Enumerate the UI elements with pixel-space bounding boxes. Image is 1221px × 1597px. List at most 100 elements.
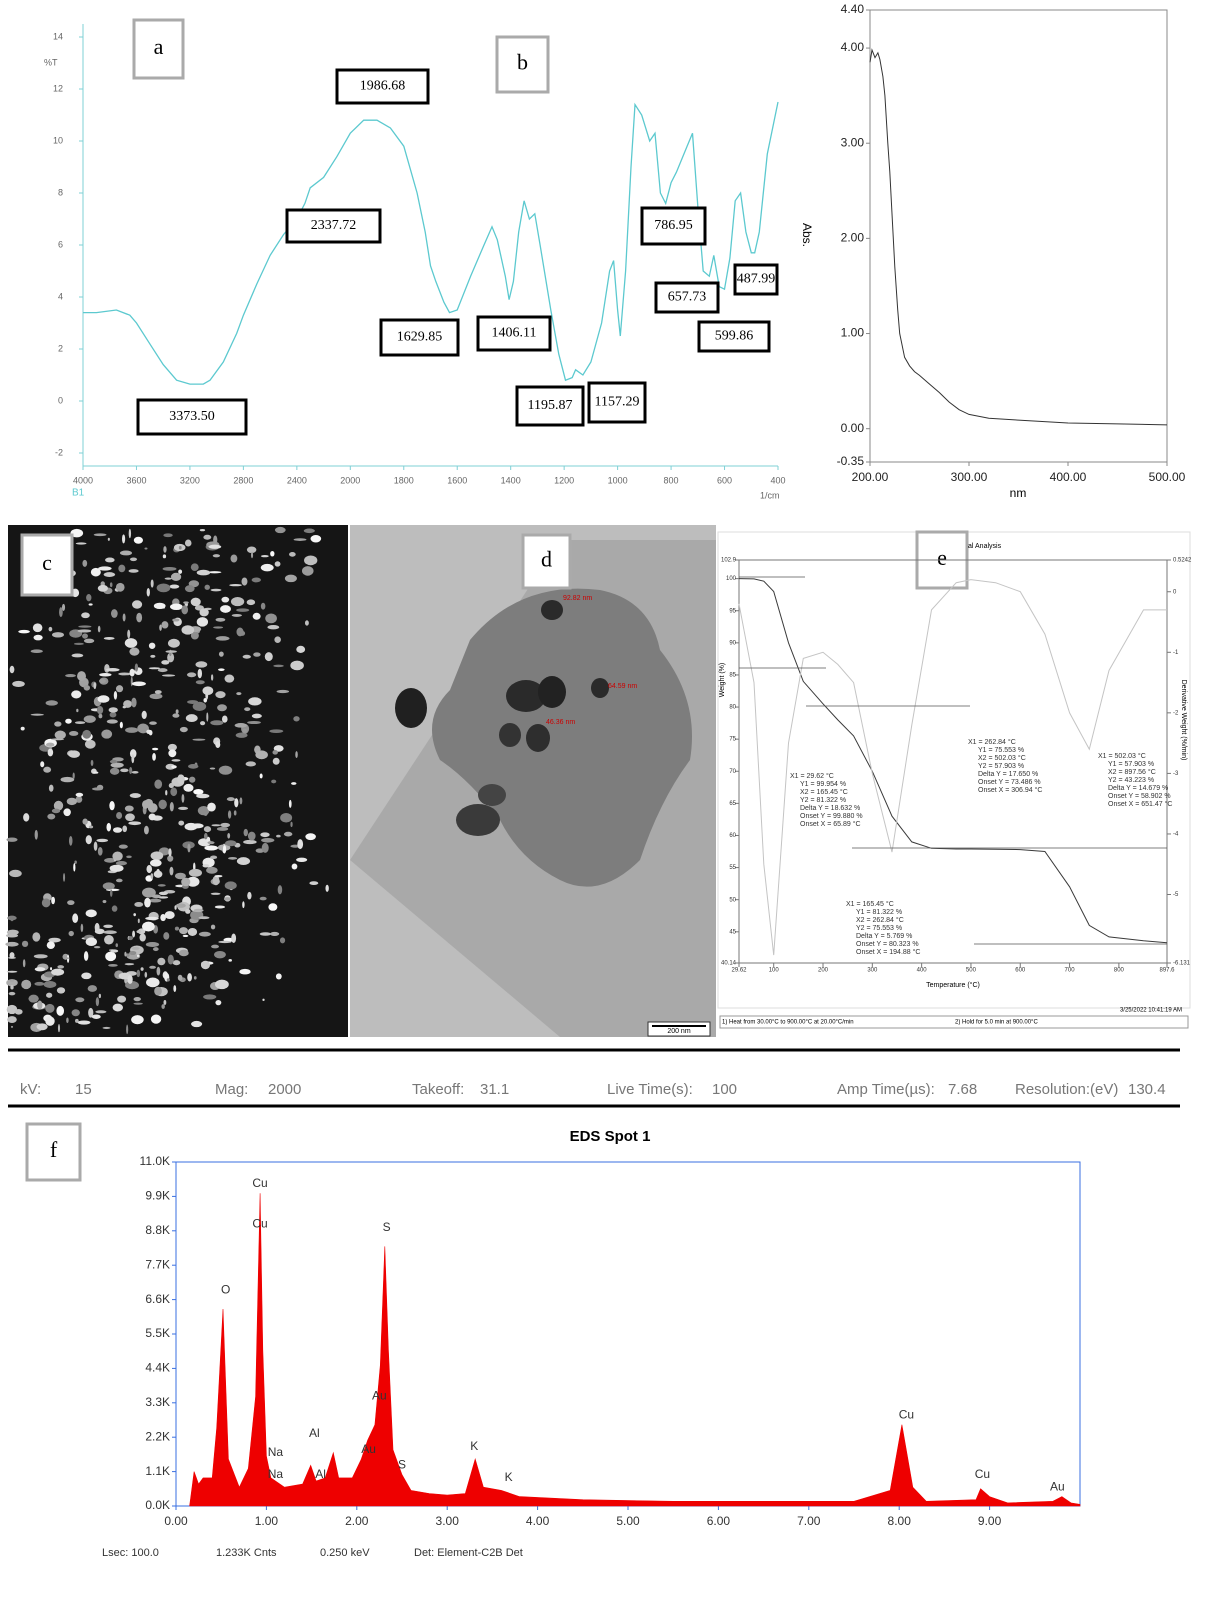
sem-particle [270, 551, 274, 557]
y-tick-label: 45 [729, 929, 736, 935]
sem-particle [253, 613, 261, 620]
sem-particle [74, 643, 84, 645]
sem-particle [37, 1023, 48, 1030]
x-tick-label: 500.00 [1149, 470, 1186, 484]
peak-label: Cu [252, 1217, 267, 1231]
sem-particle [72, 1009, 80, 1016]
sem-particle [211, 893, 221, 895]
sem-particle [215, 980, 229, 990]
x-tick-label: 400 [917, 968, 928, 974]
sem-particle [235, 723, 247, 728]
y-tick-label: 102.9 [721, 558, 737, 564]
sem-particle [195, 661, 207, 667]
sem-particle [86, 835, 92, 844]
y-tick-label: 3.3K [145, 1395, 170, 1409]
peak-label: Na [268, 1445, 284, 1459]
sem-particle [10, 985, 13, 990]
sem-particle [240, 631, 246, 636]
sem-particle [203, 994, 216, 999]
sem-particle [28, 995, 38, 1003]
sem-particle [5, 942, 18, 947]
sem-particle [165, 790, 167, 795]
sem-particle [112, 852, 122, 861]
timestamp: 3/25/2022 10:41:19 AM [1120, 1008, 1182, 1014]
sem-particle [203, 535, 211, 540]
annotation: 2337.72 [311, 218, 357, 233]
sem-particle [179, 546, 182, 550]
header-label: Amp Time(µs): [837, 1081, 935, 1098]
sem-particle [103, 930, 117, 934]
sem-particle [103, 925, 113, 928]
sem-particle [242, 729, 247, 733]
sem-particle [231, 934, 236, 943]
x-tick-label: 7.00 [797, 1514, 821, 1528]
sem-particle [69, 931, 74, 936]
sem-particle [6, 934, 18, 938]
sem-particle [158, 668, 168, 672]
sem-particle [86, 937, 97, 946]
sem-particle [150, 873, 153, 879]
sem-particle [260, 773, 263, 778]
sem-particle [145, 917, 158, 920]
sem-particle [185, 909, 190, 914]
sem-particle [194, 976, 197, 979]
sem-particle [91, 568, 101, 577]
y-tick-label: 2.2K [145, 1429, 170, 1443]
sem-particle [68, 750, 80, 757]
sem-particle [309, 881, 318, 885]
sem-particle [75, 721, 85, 724]
sem-particle [268, 903, 277, 911]
sem-particle [32, 932, 40, 941]
y2-tick-label: -4 [1173, 832, 1179, 838]
sem-particle [145, 972, 148, 978]
sem-particle [220, 605, 231, 613]
sem-particle [206, 867, 218, 874]
sem-particle [291, 782, 296, 785]
sem-particle [217, 827, 228, 831]
sem-particle [275, 561, 281, 566]
sem-particle [240, 797, 243, 804]
sem-particle [130, 669, 135, 677]
sem-particle [290, 661, 304, 671]
sem-particle [142, 711, 147, 719]
sem-particle [225, 675, 235, 683]
analysis-annotation: Y2 = 43.223 % [1108, 777, 1154, 784]
sem-particle [125, 806, 134, 812]
sem-particle [95, 923, 100, 932]
measurement-label: 64.59 nm [608, 683, 637, 690]
sem-particle [173, 985, 176, 992]
sem-particle [215, 905, 225, 908]
sem-particle [183, 784, 193, 792]
sem-particle [196, 680, 205, 684]
sem-particle [196, 794, 209, 798]
sem-particle [98, 847, 103, 856]
x-tick-label: 8.00 [888, 1514, 912, 1528]
sem-particle [236, 608, 249, 612]
sem-particle [163, 554, 166, 558]
sem-particle [78, 625, 91, 627]
sem-particle [215, 691, 225, 698]
x-tick-label: 200.00 [852, 470, 889, 484]
x-tick-label: 3200 [180, 475, 200, 485]
sem-particle [231, 554, 238, 562]
peak-label: S [398, 1458, 406, 1472]
sem-particle [129, 569, 139, 573]
sem-particle [158, 884, 166, 886]
sem-particle [213, 626, 223, 628]
sem-particle [93, 771, 98, 773]
sem-particle [214, 951, 226, 958]
sem-particle [136, 930, 141, 933]
sem-particle [106, 668, 120, 671]
sem-particle [234, 798, 238, 807]
sem-particle [45, 1016, 54, 1025]
y-tick-label: 8 [58, 187, 63, 197]
sem-particle [89, 825, 93, 828]
sem-particle [76, 709, 78, 712]
sem-particle [261, 564, 274, 571]
header-label: Mag: [215, 1081, 248, 1098]
sem-particle [132, 681, 146, 686]
sem-particle [168, 848, 171, 856]
sem-particle [169, 585, 179, 589]
y2-tick-label: -5 [1173, 892, 1179, 898]
analysis-annotation: Onset X = 651.47 °C [1108, 800, 1172, 808]
